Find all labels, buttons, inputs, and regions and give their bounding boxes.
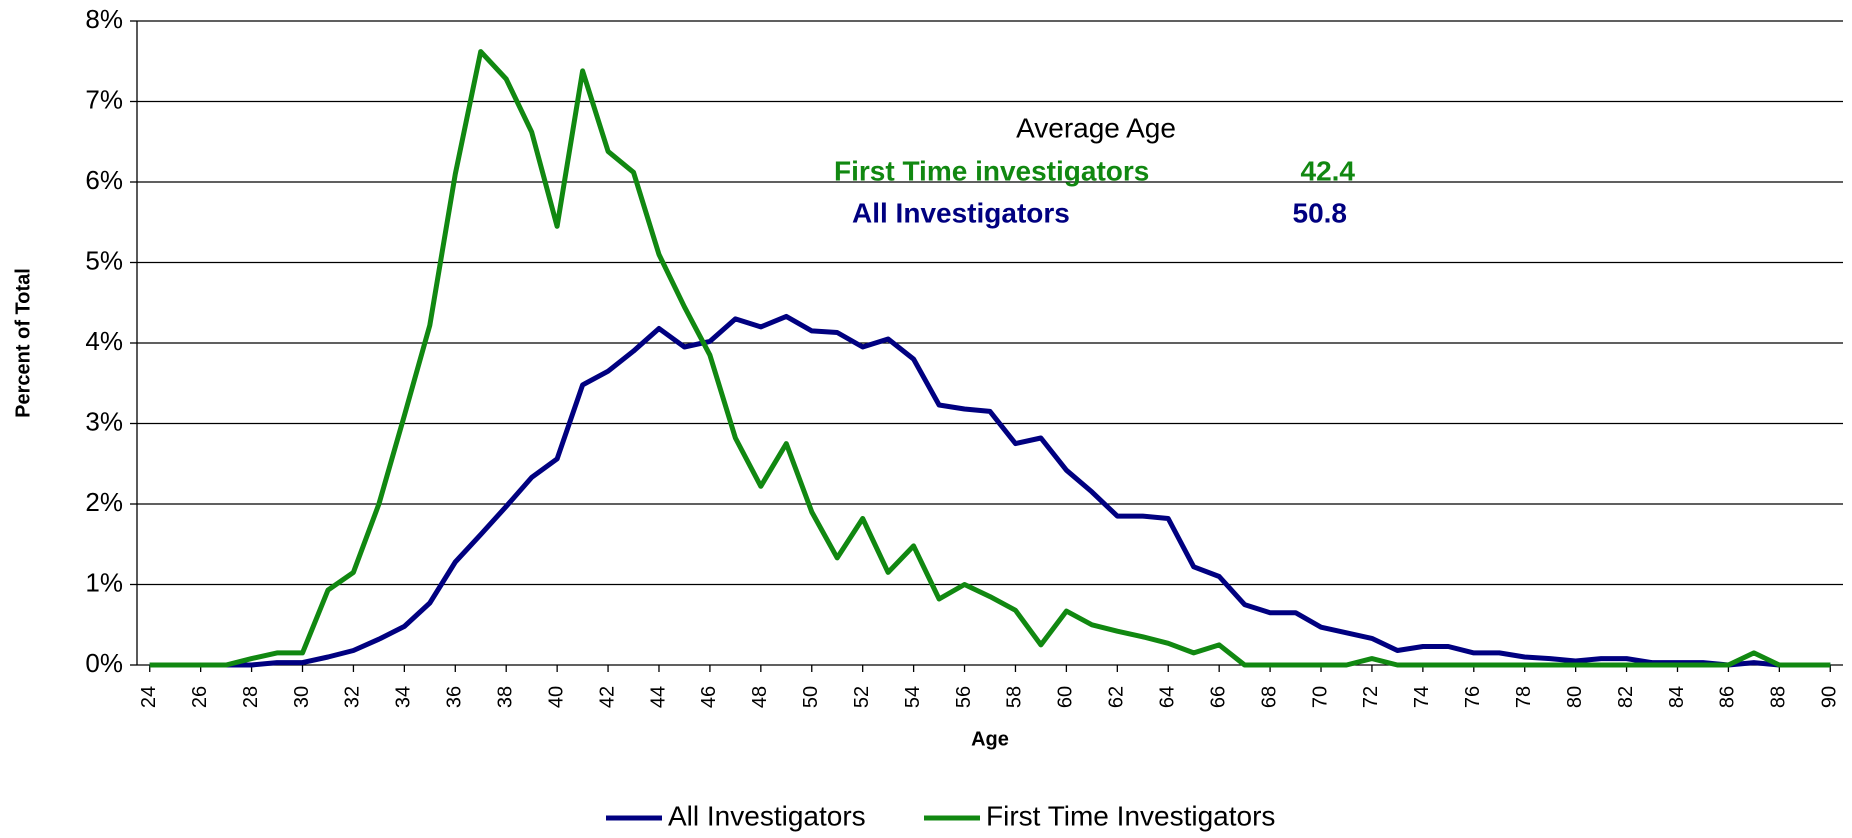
- y-tick-label: 2%: [85, 487, 123, 517]
- annotation: 50.8: [1293, 197, 1348, 228]
- series-line: [149, 313, 1831, 668]
- x-tick-label: 34: [393, 686, 415, 708]
- x-tick-label: 30: [291, 686, 313, 708]
- y-tick-label: 3%: [85, 406, 123, 436]
- x-tick-label: 72: [1360, 686, 1382, 708]
- x-tick-label: 56: [953, 686, 975, 708]
- annotation: Average Age: [1016, 112, 1176, 143]
- y-tick-label: 1%: [85, 567, 123, 597]
- x-tick-label: 38: [494, 686, 516, 708]
- x-tick-label: 40: [545, 686, 567, 708]
- x-axis-label: Age: [971, 728, 1009, 750]
- legend-label: First Time Investigators: [986, 800, 1275, 831]
- x-tick-label: 68: [1258, 686, 1280, 708]
- x-tick-label: 66: [1207, 686, 1229, 708]
- annotation: First Time investigators: [834, 155, 1149, 186]
- y-axis-label: Percent of Total: [12, 268, 34, 418]
- x-tick-label: 90: [1819, 686, 1841, 708]
- x-tick-label: 86: [1717, 686, 1739, 708]
- x-tick-label: 32: [342, 686, 364, 708]
- y-tick-label: 4%: [85, 326, 123, 356]
- x-tick-label: 48: [749, 686, 771, 708]
- y-tick-label: 0%: [85, 648, 123, 678]
- x-tick-label: 44: [647, 686, 669, 708]
- annotation: All Investigators: [852, 197, 1070, 228]
- x-tick-label: 64: [1157, 686, 1179, 708]
- x-tick-label: 76: [1462, 686, 1484, 708]
- x-tick-label: 78: [1513, 686, 1535, 708]
- x-tick-label: 46: [698, 686, 720, 708]
- series-line: [149, 49, 1831, 668]
- x-tick-label: 82: [1615, 686, 1637, 708]
- y-tick-label: 5%: [85, 245, 123, 275]
- x-tick-label: 70: [1309, 686, 1331, 708]
- x-tick-label: 54: [902, 686, 924, 708]
- x-tick-label: 74: [1411, 686, 1433, 708]
- x-tick-label: 58: [1004, 686, 1026, 708]
- x-tick-label: 42: [596, 686, 618, 708]
- x-tick-label: 50: [800, 686, 822, 708]
- x-tick-label: 60: [1055, 686, 1077, 708]
- x-tick-label: 36: [444, 686, 466, 708]
- legend-label: All Investigators: [668, 800, 866, 831]
- y-tick-label: 8%: [85, 4, 123, 34]
- x-tick-label: 84: [1666, 686, 1688, 708]
- x-tick-label: 26: [189, 686, 211, 708]
- y-tick-label: 7%: [85, 84, 123, 114]
- x-tick-label: 52: [851, 686, 873, 708]
- annotation: 42.4: [1301, 155, 1356, 186]
- x-tick-label: 24: [138, 686, 160, 708]
- y-tick-label: 6%: [85, 165, 123, 195]
- x-tick-label: 62: [1106, 686, 1128, 708]
- x-tick-label: 28: [240, 686, 262, 708]
- x-tick-label: 80: [1564, 686, 1586, 708]
- x-tick-label: 88: [1768, 686, 1790, 708]
